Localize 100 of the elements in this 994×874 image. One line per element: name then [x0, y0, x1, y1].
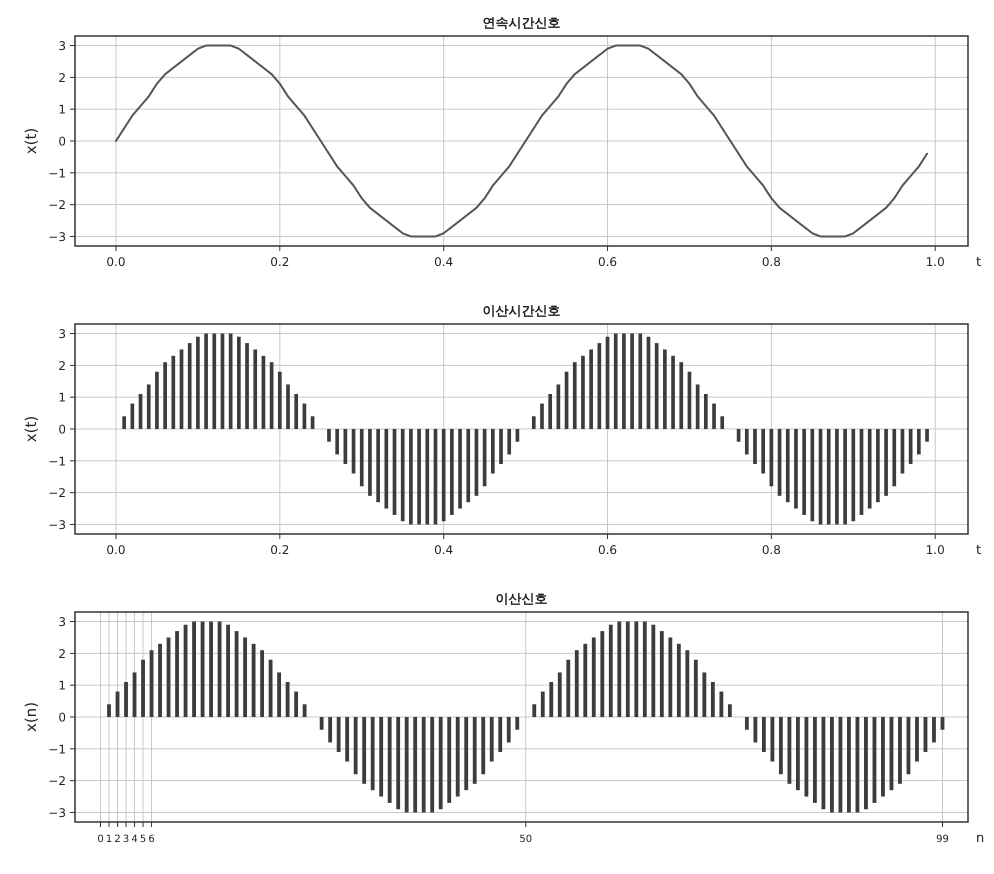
bar — [600, 631, 604, 717]
bar — [450, 429, 454, 515]
bar — [668, 637, 672, 717]
x-tick-label: 1.0 — [926, 543, 945, 557]
bar — [540, 692, 545, 717]
bar — [163, 362, 167, 429]
y-tick-label: 2 — [58, 70, 66, 85]
bar — [753, 717, 758, 742]
bar — [422, 717, 426, 812]
bar — [384, 429, 388, 509]
y-tick-label: −1 — [48, 742, 66, 756]
y-tick-label: 0 — [58, 134, 66, 148]
y-tick-label: 1 — [58, 102, 66, 117]
bar — [794, 429, 798, 509]
bar — [150, 650, 154, 717]
bar — [744, 717, 749, 730]
bar — [226, 624, 230, 717]
bar — [430, 717, 434, 812]
bar — [778, 717, 783, 774]
bar — [872, 717, 876, 803]
bar — [702, 672, 706, 717]
bar — [564, 372, 568, 429]
bar — [838, 717, 842, 812]
bar — [532, 704, 536, 717]
bar — [362, 717, 366, 784]
y-tick-label: −1 — [48, 454, 66, 468]
y-tick-label: 1 — [58, 390, 66, 405]
x-tick-label: 1.0 — [926, 255, 945, 269]
bar — [548, 394, 552, 429]
bar — [498, 717, 502, 752]
bar — [400, 429, 405, 522]
y-axis-title: x(t) — [22, 128, 40, 154]
bar — [558, 672, 562, 717]
bar — [130, 404, 134, 429]
bar — [278, 372, 282, 429]
bar — [720, 416, 724, 429]
bar — [810, 429, 814, 522]
bar — [884, 429, 888, 496]
x-tick-label: 5 — [140, 834, 146, 845]
bar — [171, 356, 176, 429]
bar — [606, 336, 610, 429]
bar — [360, 429, 364, 486]
bar — [196, 336, 200, 429]
bar — [876, 429, 880, 502]
bar — [294, 394, 298, 429]
bar — [262, 356, 266, 429]
bar — [438, 717, 443, 810]
bar — [679, 362, 684, 429]
line-series — [114, 44, 928, 238]
chart-title: 이산시간신호 — [482, 304, 560, 319]
x-tick-label: 0.2 — [270, 255, 290, 269]
bar — [818, 429, 822, 524]
bar — [132, 672, 136, 717]
bar — [583, 644, 588, 717]
bar — [234, 631, 239, 717]
bar — [549, 682, 554, 717]
bar — [116, 692, 120, 717]
y-tick-label: −2 — [48, 198, 66, 212]
bar — [770, 429, 774, 486]
bar — [188, 343, 192, 429]
bar — [940, 717, 944, 730]
bar — [417, 429, 421, 524]
bar — [908, 429, 912, 464]
bar — [915, 717, 919, 762]
bar — [228, 334, 233, 429]
y-tick-label: 2 — [58, 358, 66, 373]
bar — [320, 717, 324, 730]
bar — [736, 429, 740, 442]
x-tick-label: 0.0 — [106, 255, 126, 269]
bar — [778, 429, 782, 496]
bar — [826, 429, 831, 524]
bar — [660, 631, 664, 717]
bar — [175, 631, 179, 717]
bar — [608, 624, 613, 717]
chart-title: 연속시간신호 — [482, 16, 560, 31]
bar — [626, 622, 630, 717]
bar — [352, 429, 356, 474]
bar — [932, 717, 936, 742]
x-tick-label: 0.0 — [106, 543, 126, 557]
bar — [490, 717, 494, 762]
bar — [622, 334, 626, 429]
bar — [464, 717, 468, 790]
bar — [556, 384, 560, 429]
bar — [906, 717, 910, 774]
bar — [442, 429, 446, 522]
bar — [719, 692, 724, 717]
bar — [917, 429, 921, 454]
x-tick-label: 0.6 — [598, 255, 618, 269]
bar — [592, 637, 596, 717]
bar — [310, 416, 314, 429]
y-tick-label: −1 — [48, 166, 66, 180]
bar — [122, 416, 126, 429]
bar — [245, 343, 249, 429]
bar — [209, 622, 213, 717]
bar — [345, 717, 350, 762]
x-axis-title: n — [976, 831, 984, 846]
x-tick-label: 4 — [131, 834, 138, 845]
bar — [260, 650, 264, 717]
y-tick-label: −3 — [48, 230, 66, 244]
bar — [864, 717, 868, 810]
